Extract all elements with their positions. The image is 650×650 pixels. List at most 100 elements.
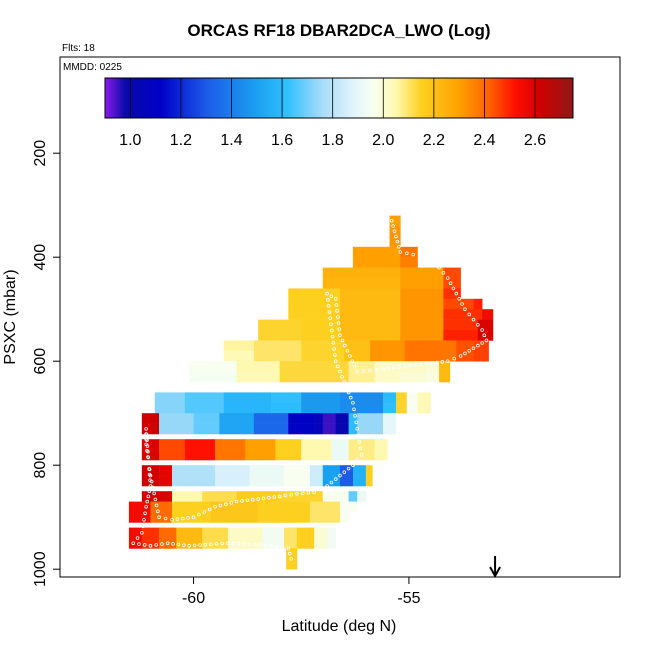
heatmap-cell: [400, 330, 444, 341]
flight-track-point: [203, 542, 208, 547]
heatmap-cell: [374, 439, 388, 450]
heatmap-cell: [219, 413, 255, 424]
flight-track-point: [157, 515, 161, 519]
flight-track-point: [457, 296, 461, 301]
flight-track-point: [207, 507, 212, 512]
heatmap-cell: [215, 475, 250, 487]
flight-track-point: [144, 504, 148, 509]
heatmap-cell: [223, 340, 255, 352]
arrow-head: [489, 566, 501, 579]
heatmap-cell: [400, 278, 444, 289]
colorbar-tick-label: 2.0: [372, 132, 394, 149]
flight-track-point: [437, 265, 441, 270]
heatmap-cell: [159, 439, 186, 450]
y-tick-label: 800: [32, 452, 49, 479]
flight-track-point: [344, 385, 349, 390]
heatmap-cell: [223, 350, 255, 362]
flight-track-point: [471, 346, 476, 351]
heatmap-cell: [141, 538, 160, 549]
flight-track-point: [145, 499, 150, 504]
heatmap-cell: [189, 361, 237, 372]
flight-track-point: [397, 245, 401, 249]
flight-track-point: [142, 543, 147, 547]
heatmap-cell: [150, 501, 173, 513]
heatmap-cell: [417, 392, 431, 404]
heatmap-cell: [184, 449, 216, 461]
heatmap-cell: [296, 527, 315, 539]
heatmap-cell: [172, 475, 216, 487]
heatmap-cell: [348, 361, 375, 372]
flight-track-point: [336, 364, 340, 369]
heatmap-cell: [309, 465, 324, 476]
flight-track-point: [394, 234, 398, 239]
heatmap-cell: [301, 402, 341, 414]
heatmap-cell: [236, 491, 280, 502]
heatmap-cell: [404, 350, 457, 362]
heatmap-cell: [322, 465, 341, 476]
heatmap-cell: [340, 392, 384, 404]
heatmap-cell: [262, 538, 285, 549]
flight-track-point: [358, 446, 363, 451]
flight-track-point: [137, 542, 141, 546]
flight-track-point: [411, 252, 416, 257]
heatmap-cell: [215, 465, 250, 476]
colorbar-box: [104, 77, 574, 119]
heatmap-cell: [348, 501, 358, 513]
heatmap-cell: [473, 340, 489, 352]
heatmap-cell: [383, 402, 397, 414]
y-tick-label: 400: [32, 244, 49, 271]
flight-track-point: [152, 491, 156, 496]
heatmap-cell: [400, 298, 444, 310]
flight-track-point: [220, 541, 225, 546]
heatmap-cell: [141, 527, 160, 539]
heatmap-cell: [400, 371, 427, 383]
x-axis-label: Latitude (deg N): [282, 618, 397, 635]
heatmap-cell: [383, 392, 397, 404]
heatmap-cell: [301, 319, 341, 331]
heatmap-cell: [396, 392, 408, 404]
plot-area: MMDD: 0225 1.0 1.2 1.4 1.6 1.8 2.0 2.2 2.4 2.6: [59, 56, 621, 579]
heatmap-cell: [159, 413, 194, 424]
heatmap-cell: [352, 475, 367, 487]
flight-track-point: [277, 494, 282, 499]
flight-track-point: [154, 503, 159, 508]
heatmap-cell: [400, 267, 444, 279]
flight-track-point: [147, 489, 152, 494]
flight-track-point: [148, 484, 153, 488]
heatmap-cell: [176, 538, 203, 549]
flight-track-point: [352, 364, 357, 369]
heatmap-cell: [172, 501, 212, 513]
flight-track-point: [325, 484, 329, 488]
flight-track-point: [256, 497, 260, 501]
heatmap-cell: [184, 392, 224, 404]
flight-track-point: [300, 491, 305, 496]
heatmap-cell: [154, 402, 186, 414]
heatmap-cell: [253, 350, 302, 362]
flight-track-point: [148, 478, 152, 483]
flight-track-point: [355, 426, 360, 431]
flight-track-point: [404, 251, 409, 256]
flight-track-point: [182, 543, 186, 547]
flight-track-point: [318, 487, 323, 491]
flight-track-point: [131, 541, 136, 545]
heatmap-cell: [128, 527, 143, 539]
flight-track-point: [289, 556, 293, 561]
flight-track-point: [354, 420, 358, 425]
heatmap-cell: [322, 267, 401, 279]
heatmap-cell: [128, 538, 143, 549]
flight-track-point: [408, 363, 412, 368]
flight-track-point: [386, 366, 391, 371]
colorbar-tick-label: 1.2: [170, 132, 192, 149]
flight-track-point: [272, 495, 277, 499]
flight-track-point: [395, 239, 400, 244]
heatmap-cell: [262, 527, 285, 539]
heatmap-cell: [348, 371, 375, 383]
flight-track-point: [402, 364, 407, 369]
heatmap-cell: [275, 449, 302, 461]
colorbar-tick-label: 2.2: [423, 132, 445, 149]
flight-track-point: [295, 491, 299, 496]
chart-title: ORCAS RF18 DBAR2DCA_LWO (Log): [187, 21, 490, 40]
flight-track-point: [340, 338, 345, 343]
heatmap-cell: [288, 288, 341, 300]
flight-track-point: [280, 545, 285, 550]
